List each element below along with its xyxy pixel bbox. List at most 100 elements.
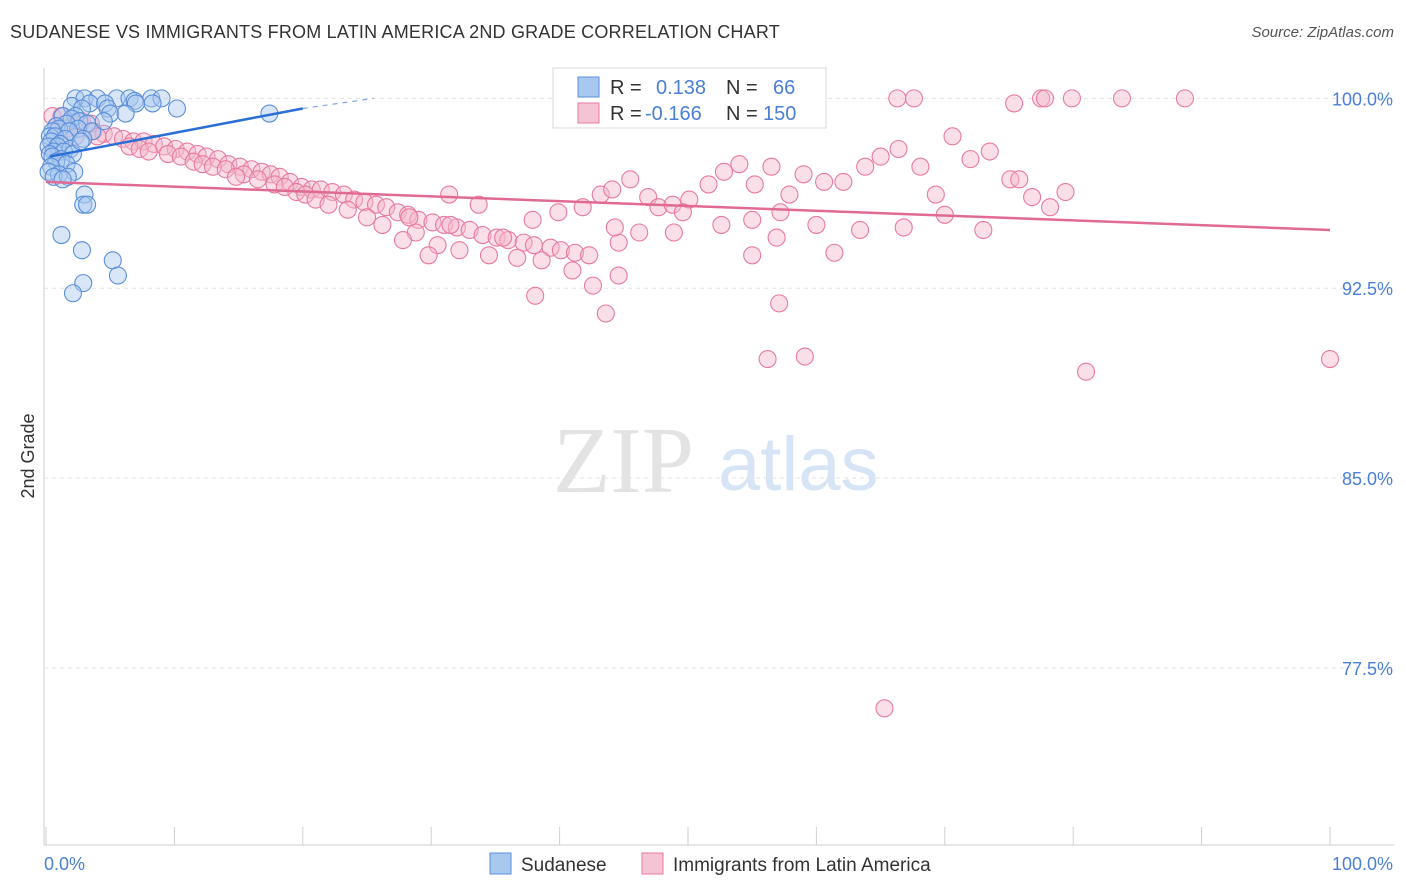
data-point bbox=[888, 89, 907, 108]
data-point bbox=[338, 200, 357, 219]
chart-title: SUDANESE VS IMMIGRANTS FROM LATIN AMERIC… bbox=[10, 22, 780, 42]
data-point bbox=[116, 104, 135, 123]
data-point bbox=[499, 231, 518, 250]
data-point bbox=[1056, 182, 1075, 202]
series-legend: Sudanese Immigrants from Latin America bbox=[489, 852, 931, 876]
data-point bbox=[152, 89, 171, 108]
data-point bbox=[673, 203, 692, 222]
data-point bbox=[771, 203, 790, 222]
data-point bbox=[248, 170, 267, 189]
data-point bbox=[74, 129, 93, 148]
data-point bbox=[871, 147, 890, 166]
series-immigrants-points bbox=[43, 89, 1340, 718]
data-point bbox=[621, 170, 640, 189]
data-point bbox=[487, 228, 506, 247]
data-point bbox=[851, 220, 870, 240]
data-point bbox=[532, 251, 551, 270]
data-point bbox=[373, 215, 392, 234]
data-point bbox=[473, 225, 492, 245]
data-point bbox=[1010, 170, 1029, 189]
y-tick-label: 100.0% bbox=[1332, 89, 1393, 109]
data-point bbox=[62, 96, 81, 116]
data-point bbox=[143, 94, 162, 113]
data-point bbox=[1076, 362, 1096, 381]
data-point bbox=[712, 215, 731, 234]
data-point bbox=[78, 195, 97, 214]
data-point bbox=[400, 208, 419, 227]
data-point bbox=[139, 142, 158, 161]
legend-swatch-sudanese bbox=[577, 76, 600, 98]
data-point bbox=[440, 185, 459, 204]
data-point bbox=[894, 218, 913, 237]
data-point bbox=[541, 238, 560, 257]
legend-r-label-1: R = bbox=[610, 77, 642, 99]
watermark-zip: ZIP bbox=[553, 409, 694, 513]
data-point bbox=[94, 112, 113, 131]
data-point bbox=[345, 190, 364, 209]
data-point bbox=[265, 175, 284, 194]
data-point bbox=[699, 175, 718, 194]
data-point bbox=[419, 246, 438, 265]
data-point bbox=[58, 167, 77, 186]
data-point bbox=[926, 185, 945, 204]
data-point bbox=[767, 228, 786, 247]
data-point bbox=[596, 304, 615, 323]
data-point bbox=[730, 155, 749, 174]
data-point bbox=[377, 198, 396, 217]
data-point bbox=[609, 233, 628, 252]
y-tick-label: 92.5% bbox=[1342, 279, 1393, 299]
data-point bbox=[494, 228, 513, 247]
trend-line-sudanese bbox=[49, 107, 304, 158]
trend-line-sudanese-extension bbox=[302, 97, 374, 110]
data-point bbox=[193, 155, 212, 174]
y-tick-labels: 100.0% 92.5% 85.0% 77.5% bbox=[1332, 89, 1393, 678]
data-point bbox=[423, 213, 442, 232]
data-point bbox=[216, 160, 235, 179]
data-point bbox=[1320, 350, 1340, 369]
data-point bbox=[980, 142, 999, 161]
data-point bbox=[526, 286, 545, 305]
data-point bbox=[904, 89, 924, 108]
data-point bbox=[780, 185, 799, 204]
data-point bbox=[609, 266, 628, 285]
data-point bbox=[743, 246, 762, 265]
x-tick-label-max: 100.0% bbox=[1332, 854, 1393, 874]
bottom-legend-label-immigrants: Immigrants from Latin America bbox=[673, 855, 931, 876]
bottom-legend-swatch-immigrants bbox=[641, 852, 664, 875]
data-point bbox=[1032, 89, 1051, 108]
data-point bbox=[469, 195, 488, 214]
data-point bbox=[524, 236, 543, 255]
data-point bbox=[889, 139, 908, 159]
data-point bbox=[71, 132, 90, 151]
legend-r-label-2: R = bbox=[610, 103, 642, 125]
data-point bbox=[74, 195, 93, 214]
data-point bbox=[107, 89, 126, 108]
data-point bbox=[714, 162, 734, 181]
data-point bbox=[428, 236, 447, 255]
data-point bbox=[815, 172, 834, 191]
bottom-legend-swatch-sudanese bbox=[489, 852, 512, 875]
data-point bbox=[388, 203, 407, 222]
watermark-atlas: atlas bbox=[718, 422, 879, 507]
data-point bbox=[1112, 89, 1132, 108]
data-point bbox=[856, 157, 875, 176]
data-point bbox=[974, 220, 993, 240]
data-point bbox=[758, 350, 777, 369]
gridlines bbox=[44, 97, 1394, 669]
legend-n-value-2: 150 bbox=[763, 103, 796, 125]
data-point bbox=[450, 241, 469, 260]
data-point bbox=[605, 218, 624, 237]
data-point bbox=[911, 157, 930, 176]
stats-legend: R = 0.138 N = 66 R = -0.166 N = 150 bbox=[552, 67, 827, 129]
data-point bbox=[825, 243, 844, 262]
x-tick-label-min: 0.0% bbox=[44, 854, 85, 874]
data-point bbox=[1035, 89, 1055, 108]
x-ticks bbox=[45, 827, 1331, 845]
y-tick-label: 77.5% bbox=[1342, 659, 1393, 679]
data-point bbox=[603, 180, 622, 199]
trend-line-immigrants bbox=[45, 180, 1331, 232]
data-point bbox=[52, 225, 71, 245]
data-point bbox=[961, 150, 980, 169]
data-point bbox=[565, 243, 585, 262]
